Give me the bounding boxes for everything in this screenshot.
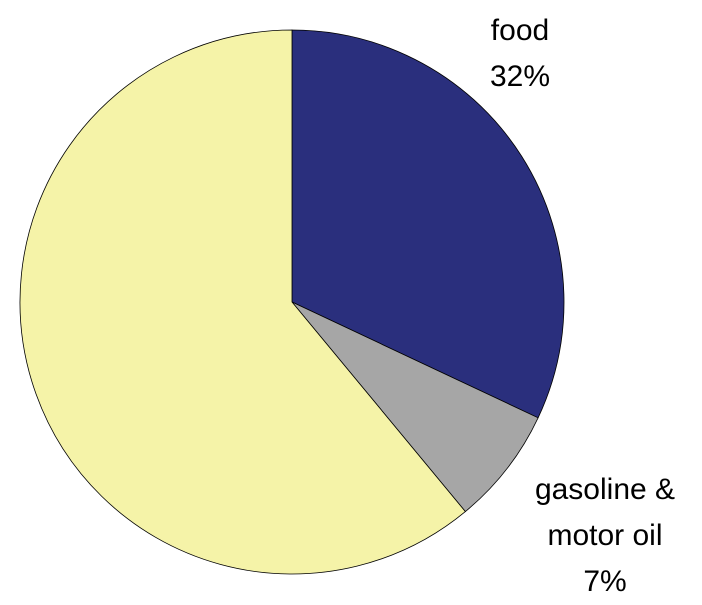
value-label: 32% bbox=[489, 60, 551, 93]
category-label: food bbox=[490, 14, 550, 47]
value-label: 7% bbox=[583, 565, 627, 598]
pie-slice bbox=[291, 301, 539, 513]
pie-slice bbox=[19, 29, 466, 575]
slice-label: food 32% bbox=[455, 8, 585, 100]
category-label: gasoline & motor oil bbox=[534, 473, 676, 552]
slice-label: gasoline & motor oil 7% bbox=[510, 467, 700, 605]
pie-slice bbox=[291, 29, 565, 419]
